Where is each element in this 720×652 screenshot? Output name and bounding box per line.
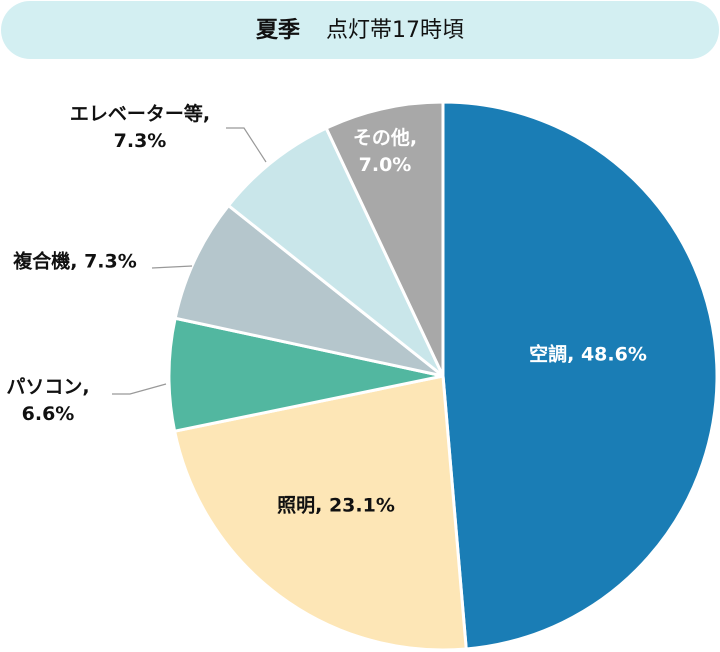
data-label: その他, 7.0%: [352, 127, 418, 176]
title-main: 夏季: [256, 18, 300, 43]
pie-slice: [441, 100, 719, 651]
data-label: 複合機, 7.3%: [13, 250, 137, 273]
title-sub: 点灯帯17時頃: [326, 18, 464, 43]
pie-slice: [167, 316, 444, 433]
chart-title: 夏季 点灯帯17時頃: [256, 18, 464, 43]
pie-slice: [324, 100, 445, 377]
data-label: パソコン, 6.6%: [6, 376, 90, 425]
leader-line: [226, 127, 267, 163]
leader-line: [151, 265, 193, 269]
pie-slice: [226, 126, 445, 378]
leader-lines: [112, 127, 267, 395]
data-label: エレベーター等, 7.3%: [69, 103, 211, 152]
data-label: 空調, 48.6%: [529, 343, 647, 366]
data-label: 照明, 23.1%: [277, 494, 395, 517]
title-bar: [1, 1, 719, 59]
pie-slice: [173, 203, 444, 378]
pie-slice: [172, 374, 468, 652]
leader-line: [112, 383, 167, 395]
